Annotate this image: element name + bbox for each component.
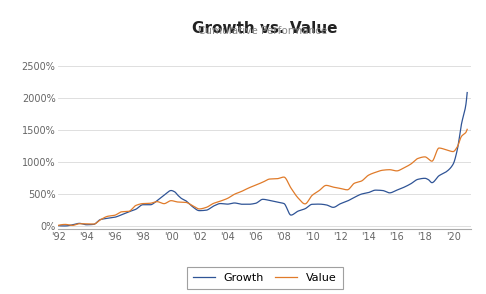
Growth — [378, 188, 383, 192]
Growth — [254, 201, 260, 204]
Value — [464, 128, 470, 131]
Title: Growth vs. Value: Growth vs. Value — [192, 21, 338, 36]
Value — [69, 224, 75, 227]
Value — [254, 183, 260, 186]
Value — [378, 169, 383, 172]
Growth — [55, 224, 61, 227]
Growth — [452, 155, 458, 159]
Value — [243, 187, 249, 191]
Value — [452, 148, 458, 151]
Line: Value: Value — [58, 129, 467, 225]
Value — [55, 223, 61, 227]
Growth — [243, 203, 249, 206]
Line: Growth: Growth — [58, 93, 467, 226]
Growth — [62, 224, 68, 228]
Value — [452, 148, 458, 152]
Growth — [464, 91, 470, 94]
Growth — [76, 222, 82, 225]
Legend: Growth, Value: Growth, Value — [187, 267, 343, 288]
Growth — [452, 156, 458, 160]
Value — [76, 222, 82, 225]
Text: Cumulative Performance: Cumulative Performance — [198, 26, 327, 36]
